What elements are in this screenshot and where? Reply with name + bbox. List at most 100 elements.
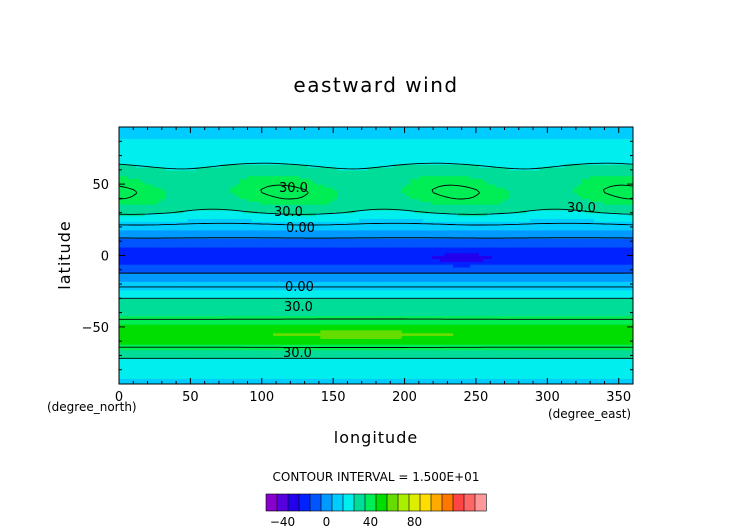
field-cell (298, 281, 304, 285)
field-cell (196, 301, 201, 305)
field-cell (341, 341, 347, 345)
field-cell (431, 335, 437, 339)
field-cell (388, 361, 394, 365)
field-cell (397, 286, 403, 291)
field-cell (178, 358, 184, 362)
field-cell (328, 301, 334, 305)
field-cell (431, 309, 437, 314)
field-cell (380, 284, 386, 288)
field-cell (320, 326, 326, 331)
field-cell (119, 278, 124, 282)
field-cell (183, 326, 189, 331)
field-cell (208, 289, 214, 294)
field-cell (316, 309, 321, 314)
field-cell (628, 315, 633, 319)
field-cell (444, 366, 450, 371)
field-cell (341, 318, 347, 322)
field-cell (166, 366, 171, 371)
field-cell (427, 381, 433, 384)
field-cell (358, 292, 364, 297)
field-cell (448, 312, 454, 317)
field-cell (324, 364, 330, 368)
field-cell (264, 344, 270, 348)
field-cell (200, 352, 206, 357)
field-cell (213, 341, 219, 345)
field-cell (148, 284, 154, 288)
field-cell (260, 375, 266, 379)
field-cell (127, 318, 133, 322)
field-cell (307, 281, 313, 285)
field-cell (508, 352, 514, 357)
field-cell (238, 289, 244, 294)
field-cell (217, 381, 223, 384)
field-cell (311, 318, 317, 322)
field-cell (204, 289, 210, 294)
field-cell (153, 278, 159, 282)
field-cell (478, 381, 484, 384)
field-cell (594, 289, 600, 294)
field-cell (123, 286, 129, 291)
field-cell (585, 335, 591, 339)
field-cell (170, 312, 176, 317)
field-cell (277, 372, 283, 377)
field-cell (380, 366, 386, 371)
field-cell (144, 295, 150, 299)
field-cell (483, 295, 488, 299)
field-cell (328, 338, 334, 342)
field-cell (226, 289, 231, 294)
field-cell (230, 378, 236, 382)
field-cell (157, 366, 163, 371)
field-cell (298, 341, 304, 345)
field-cell (530, 358, 536, 362)
field-cell (448, 272, 454, 277)
field-cell (615, 375, 621, 379)
field-cell (273, 349, 279, 354)
field-cell (405, 295, 411, 299)
field-cell (504, 266, 510, 271)
field-cell (187, 338, 193, 342)
field-cell (521, 312, 527, 317)
field-cell (148, 298, 154, 302)
field-cell (144, 341, 150, 345)
field-cell (153, 369, 159, 374)
field-cell (354, 349, 360, 354)
field-cell (140, 372, 146, 377)
field-cell (136, 355, 142, 359)
field-cell (615, 349, 621, 354)
field-cell (354, 264, 360, 268)
field-cell (153, 289, 159, 294)
field-cell (200, 372, 206, 377)
field-cell (260, 324, 266, 328)
field-cell (585, 315, 591, 319)
field-cell (286, 318, 291, 322)
field-cell (243, 381, 249, 384)
field-cell (277, 332, 283, 337)
field-cell (435, 281, 441, 285)
field-cell (517, 364, 523, 368)
field-cell (217, 375, 223, 379)
field-cell (371, 378, 377, 382)
field-cell (431, 349, 437, 354)
field-cell (598, 315, 604, 319)
field-cell (487, 275, 493, 279)
field-cell (303, 332, 309, 337)
field-cell (148, 292, 154, 297)
field-cell (238, 364, 244, 368)
field-cell (603, 341, 608, 345)
field-cell (161, 306, 167, 311)
field-cell (294, 321, 300, 325)
field-cell (290, 341, 296, 345)
field-cell (341, 269, 347, 274)
field-cell (191, 378, 197, 382)
field-cell (615, 329, 621, 334)
field-cell (453, 352, 458, 357)
field-cell (273, 366, 279, 371)
field-cell (328, 381, 334, 384)
field-cell (341, 352, 347, 357)
field-cell (393, 292, 399, 297)
field-cell (204, 381, 210, 384)
field-cell (174, 318, 180, 322)
field-cell (328, 346, 334, 351)
field-cell (525, 324, 531, 328)
field-cell (358, 352, 364, 357)
